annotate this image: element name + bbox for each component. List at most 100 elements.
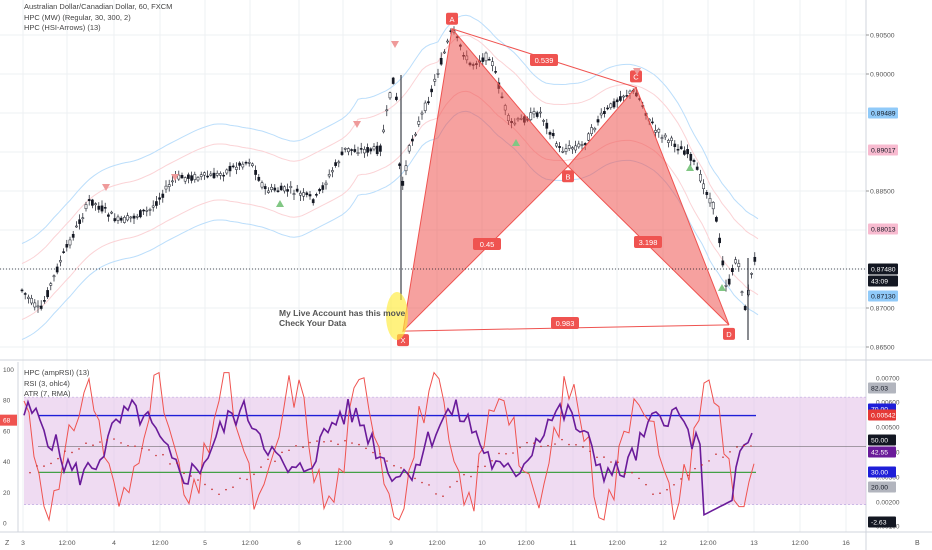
atr-dot: [120, 442, 122, 444]
buy-arrow-icon: [512, 139, 520, 146]
atr-dot: [666, 488, 668, 491]
corner-left: Z: [5, 540, 10, 547]
price-badge-0: [868, 107, 898, 119]
atr-dot: [428, 484, 430, 486]
candle-body: [603, 111, 606, 114]
candle-body: [542, 120, 545, 122]
candle-body: [148, 209, 152, 211]
candle-body: [443, 51, 446, 54]
pattern-point-D[interactable]: [723, 327, 735, 340]
price-tick-label: 0.86500: [870, 345, 895, 352]
candle-body: [433, 78, 437, 82]
atr-dot: [239, 477, 241, 480]
candle-body: [116, 216, 120, 221]
candle-body: [55, 266, 59, 273]
candle-body: [535, 112, 539, 117]
candle-body: [62, 251, 65, 253]
pattern-point-label-C: C: [633, 72, 639, 81]
pattern-point-B[interactable]: [562, 170, 574, 183]
candle-body: [203, 172, 206, 176]
candle-body: [263, 186, 267, 190]
candle-body: [337, 161, 341, 164]
pattern-point-C[interactable]: [630, 70, 642, 83]
osc-badge-2: [868, 409, 896, 421]
atr-dot: [267, 458, 269, 461]
atr-dot: [715, 453, 717, 455]
candle-body: [97, 205, 101, 210]
osc-left-tick: 40: [3, 459, 11, 466]
candle-body: [196, 177, 200, 181]
atr-dot: [442, 495, 444, 497]
candle-body: [318, 188, 321, 192]
candle-body: [414, 133, 417, 136]
candle-body: [350, 149, 353, 151]
candle-body: [667, 140, 670, 143]
atr-dot: [722, 456, 724, 458]
atr-dot: [421, 481, 423, 484]
atr-dot: [64, 450, 66, 452]
candle-body: [283, 186, 286, 192]
buy-arrow-icon: [276, 200, 284, 207]
time-axis-label: 12:00: [791, 540, 808, 547]
atr-dot: [624, 472, 626, 475]
atr-dot: [309, 441, 311, 444]
candle-body: [126, 215, 129, 221]
osc-badge-4-text: 42.55: [871, 450, 888, 457]
time-axis-label: 12:00: [608, 540, 625, 547]
candle-body: [219, 173, 222, 176]
atr-dot: [540, 445, 542, 448]
price-badge-3: [868, 263, 898, 275]
pattern-point-A[interactable]: [446, 12, 458, 25]
indicator-hsi-arrows[interactable]: HPC (HSI-Arrows) (13): [24, 23, 101, 32]
atr-dot: [379, 452, 381, 455]
atr-dot: [561, 438, 563, 441]
candle-body: [583, 143, 587, 146]
candle-body: [372, 146, 376, 150]
candle-body: [705, 192, 709, 195]
osc-badge-6-text: 20.00: [871, 485, 888, 492]
atr-dot: [456, 480, 458, 483]
candle-body: [315, 194, 318, 196]
osc-badge-2-text: 0.00542: [871, 413, 896, 420]
indicator-atr[interactable]: ATR (7, RMA): [24, 389, 71, 398]
time-axis-label: 12:00: [151, 540, 168, 547]
atr-dot: [78, 448, 80, 450]
candle-body: [561, 151, 565, 153]
symbol-line[interactable]: Australian Dollar/Canadian Dollar, 60, F…: [24, 2, 173, 11]
atr-dot: [407, 473, 409, 476]
atr-dot: [638, 477, 640, 480]
osc-badge-7: [868, 516, 896, 528]
candle-body: [119, 217, 123, 221]
candle-body: [289, 186, 293, 188]
indicator-rsi[interactable]: RSI (3, ohlc4): [24, 378, 70, 388]
candle-body: [606, 107, 609, 110]
atr-dot: [274, 460, 276, 463]
candle-body: [727, 278, 731, 285]
osc-right-tick: 0.00200: [876, 500, 900, 507]
annotation-note: My Live Account has this move Check Your…: [279, 308, 405, 328]
candle-body: [49, 283, 53, 286]
atr-dot: [414, 477, 416, 480]
indicator-mw[interactable]: HPC (MW) (Regular, 30, 300, 2): [24, 12, 131, 22]
candle-body: [676, 148, 680, 151]
candle-body: [593, 128, 597, 131]
candle-body: [670, 137, 673, 141]
candle-body: [340, 151, 344, 155]
atr-dot: [582, 446, 584, 448]
atr-dot: [225, 488, 227, 491]
indicator-amprsi[interactable]: HPC (ampRSI) (13): [24, 368, 90, 377]
sell-arrow-icon: [171, 174, 179, 181]
corner-right: B: [915, 540, 920, 547]
candle-body: [481, 57, 485, 62]
amprsi-line: [23, 398, 753, 517]
atr-dot: [162, 453, 164, 456]
atr-dot: [330, 440, 332, 442]
candle-body: [71, 233, 75, 238]
candle-body: [257, 176, 261, 181]
candle-body: [94, 203, 97, 206]
candle-body: [395, 96, 398, 100]
sell-arrow-icon: [391, 41, 399, 48]
candle-body: [737, 263, 741, 267]
